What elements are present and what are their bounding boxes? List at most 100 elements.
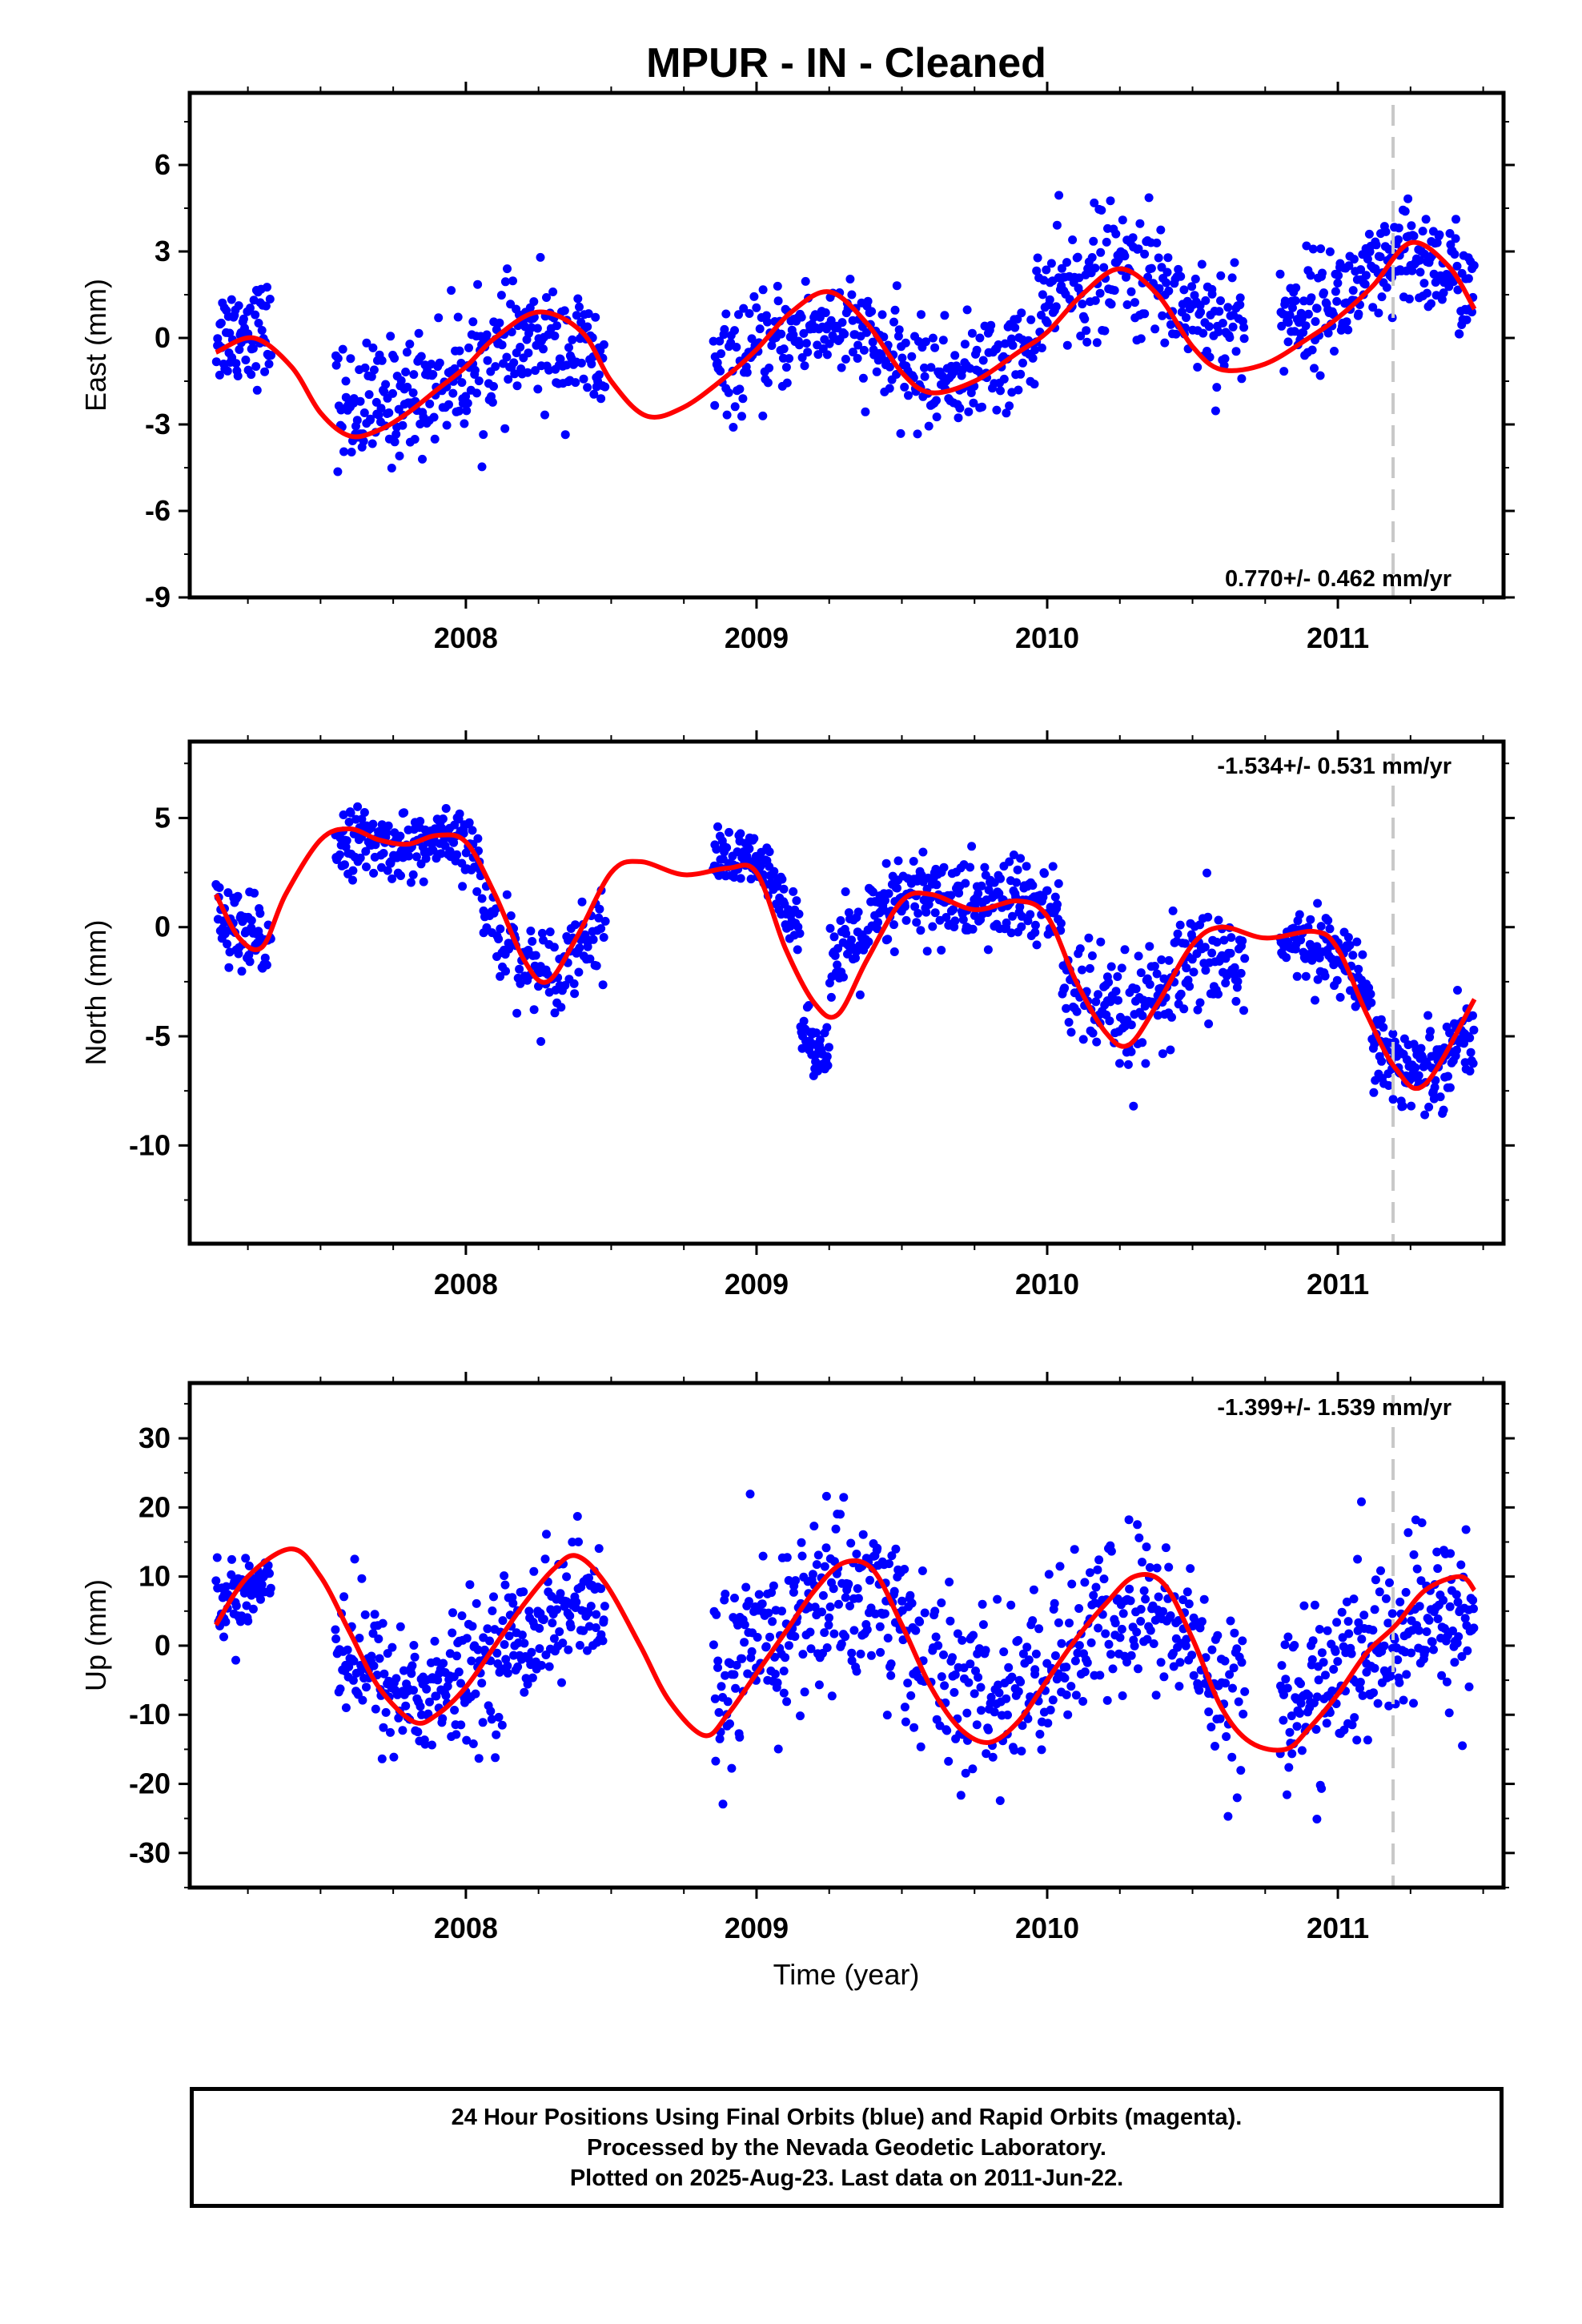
north-data-point: [847, 935, 856, 945]
north-data-point: [942, 913, 951, 922]
east-data-point: [267, 351, 276, 360]
north-data-point: [596, 924, 606, 933]
east-data-point: [826, 316, 836, 325]
up-data-point: [462, 1634, 472, 1643]
east-data-point: [803, 348, 813, 357]
north-data-point: [1227, 933, 1236, 943]
east-data-point: [491, 362, 500, 372]
east-data-point: [395, 451, 404, 460]
east-data-point: [1062, 258, 1071, 267]
up-data-point: [1154, 1592, 1163, 1602]
east-data-point: [1283, 337, 1293, 347]
up-data-point: [1343, 1617, 1353, 1626]
east-data-point: [591, 312, 600, 322]
up-data-point: [1222, 1732, 1231, 1741]
east-data-point: [994, 340, 1003, 349]
up-data-point: [1134, 1533, 1144, 1542]
north-data-point: [575, 943, 584, 953]
north-data-point: [419, 877, 428, 887]
east-data-point: [1182, 313, 1191, 323]
north-data-point: [594, 913, 604, 923]
north-data-point: [501, 967, 510, 976]
up-data-point: [1207, 1723, 1216, 1731]
up-data-point: [1355, 1678, 1365, 1687]
north-data-point: [595, 904, 604, 914]
north-data-point: [864, 937, 873, 947]
up-data-point: [1102, 1695, 1112, 1705]
north-data-point: [536, 1037, 546, 1046]
north-data-point: [1158, 1049, 1167, 1059]
east-data-point: [1082, 326, 1091, 336]
north-data-point: [779, 884, 789, 894]
up-data-point: [523, 1679, 532, 1689]
east-data-point: [560, 430, 570, 440]
north-data-point: [983, 945, 993, 955]
east-data-point: [1237, 374, 1247, 384]
north-data-point: [1182, 963, 1191, 973]
north-data-point: [583, 942, 592, 951]
up-data-point: [713, 1656, 723, 1666]
up-data-point: [891, 1544, 901, 1554]
up-data-point: [520, 1638, 529, 1648]
north-data-point: [1453, 986, 1462, 995]
east-data-point: [529, 297, 539, 307]
east-data-point: [1201, 296, 1211, 305]
east-data-point: [233, 372, 243, 380]
east-data-point: [890, 305, 900, 315]
up-data-point: [1070, 1656, 1080, 1666]
east-data-point: [1051, 302, 1061, 312]
up-data-point: [876, 1647, 885, 1657]
north-data-point: [1145, 979, 1154, 989]
east-data-point: [497, 340, 507, 350]
east-data-point: [900, 382, 909, 392]
east-data-point: [1099, 263, 1109, 272]
north-data-point: [722, 843, 732, 852]
north-data-point: [853, 907, 863, 917]
east-data-point: [1279, 367, 1289, 376]
east-data-point: [1356, 265, 1366, 275]
east-data-point: [1016, 369, 1026, 379]
up-data-point: [381, 1707, 391, 1717]
north-data-point: [930, 908, 940, 918]
east-data-point: [1382, 283, 1391, 292]
east-data-point: [1057, 263, 1066, 273]
north-data-point: [1354, 964, 1363, 974]
east-data-point: [781, 363, 791, 372]
north-data-point: [1091, 997, 1101, 1007]
north-data-point: [592, 961, 601, 971]
up-data-point: [1429, 1645, 1438, 1655]
north-data-point: [1134, 951, 1143, 961]
up-data-point: [433, 1675, 443, 1685]
north-data-point: [1138, 1038, 1147, 1047]
east-data-point: [520, 322, 530, 332]
up-data-point: [797, 1538, 806, 1547]
up-data-point: [1117, 1624, 1126, 1634]
north-data-point: [237, 967, 247, 976]
east-data-point: [1146, 263, 1156, 273]
east-data-point: [1239, 334, 1249, 344]
up-data-point: [574, 1537, 583, 1546]
north-data-point: [883, 935, 893, 944]
up-data-point: [906, 1691, 916, 1700]
north-data-point: [1008, 911, 1017, 921]
up-data-point: [758, 1551, 768, 1561]
north-data-point: [725, 827, 733, 837]
up-data-point: [1050, 1598, 1059, 1608]
east-data-point: [488, 397, 497, 407]
east-data-point: [1089, 236, 1098, 246]
north-data-point: [937, 946, 946, 955]
up-data-point: [873, 1543, 882, 1553]
up-data-point: [1211, 1742, 1219, 1751]
up-data-point: [407, 1669, 416, 1679]
north-data-point: [1366, 989, 1375, 999]
north-data-point: [458, 882, 468, 891]
up-data-point: [575, 1641, 584, 1650]
up-data-point: [1003, 1711, 1012, 1719]
east-data-point: [468, 317, 478, 327]
east-data-point: [374, 410, 383, 420]
north-data-point: [348, 866, 358, 875]
up-data-point: [1310, 1600, 1319, 1610]
up-data-point: [841, 1632, 850, 1642]
east-data-point: [848, 348, 857, 357]
east-data-point: [1455, 329, 1464, 339]
